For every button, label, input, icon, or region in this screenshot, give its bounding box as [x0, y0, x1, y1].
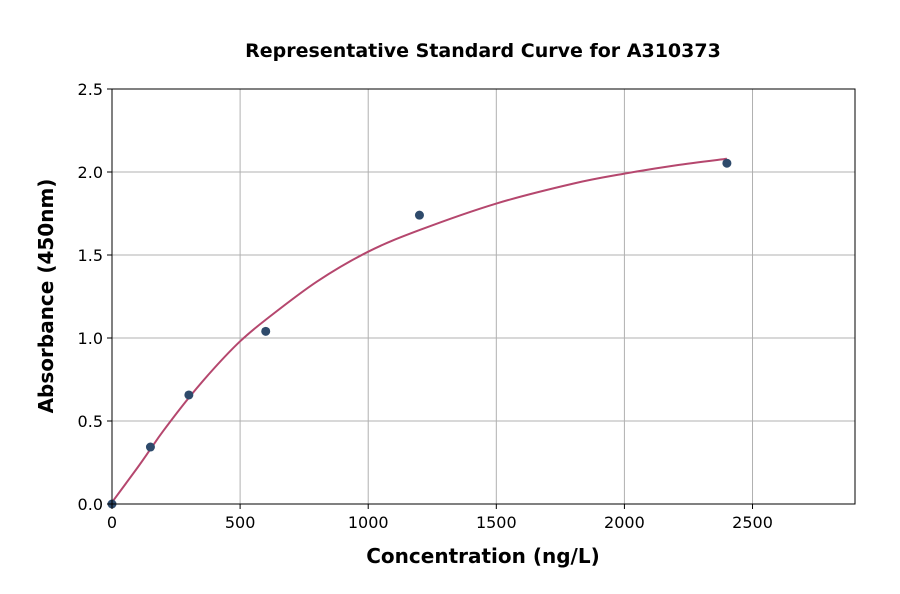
y-axis-label: Absorbance (450nm) — [34, 179, 58, 414]
x-tick-label: 2000 — [604, 513, 645, 532]
y-tick-label: 2.0 — [78, 163, 103, 182]
y-tick-label: 0.0 — [78, 495, 103, 514]
x-tick-label: 0 — [107, 513, 117, 532]
fit-curve — [111, 157, 728, 503]
data-point — [414, 210, 424, 220]
x-axis-ticks: 0 500 1000 1500 2000 2500 — [107, 504, 773, 532]
y-axis-ticks: 0.0 0.5 1.0 1.5 2.0 2.5 — [78, 80, 112, 514]
data-point — [184, 390, 194, 400]
x-tick-label: 500 — [225, 513, 256, 532]
y-tick-label: 1.0 — [78, 329, 103, 348]
grid — [111, 88, 855, 505]
data-point — [261, 326, 271, 336]
plot-frame — [111, 88, 856, 505]
data-point — [722, 158, 732, 168]
data-point — [145, 442, 155, 452]
y-tick-label: 1.5 — [78, 246, 103, 265]
data-points — [107, 158, 732, 509]
x-tick-label: 2500 — [732, 513, 773, 532]
chart-title: Representative Standard Curve for A31037… — [245, 40, 721, 62]
x-axis-label: Concentration (ng/L) — [366, 544, 599, 568]
x-tick-label: 1500 — [476, 513, 517, 532]
x-tick-label: 1000 — [348, 513, 389, 532]
y-tick-label: 0.5 — [78, 412, 103, 431]
y-tick-label: 2.5 — [78, 80, 103, 99]
